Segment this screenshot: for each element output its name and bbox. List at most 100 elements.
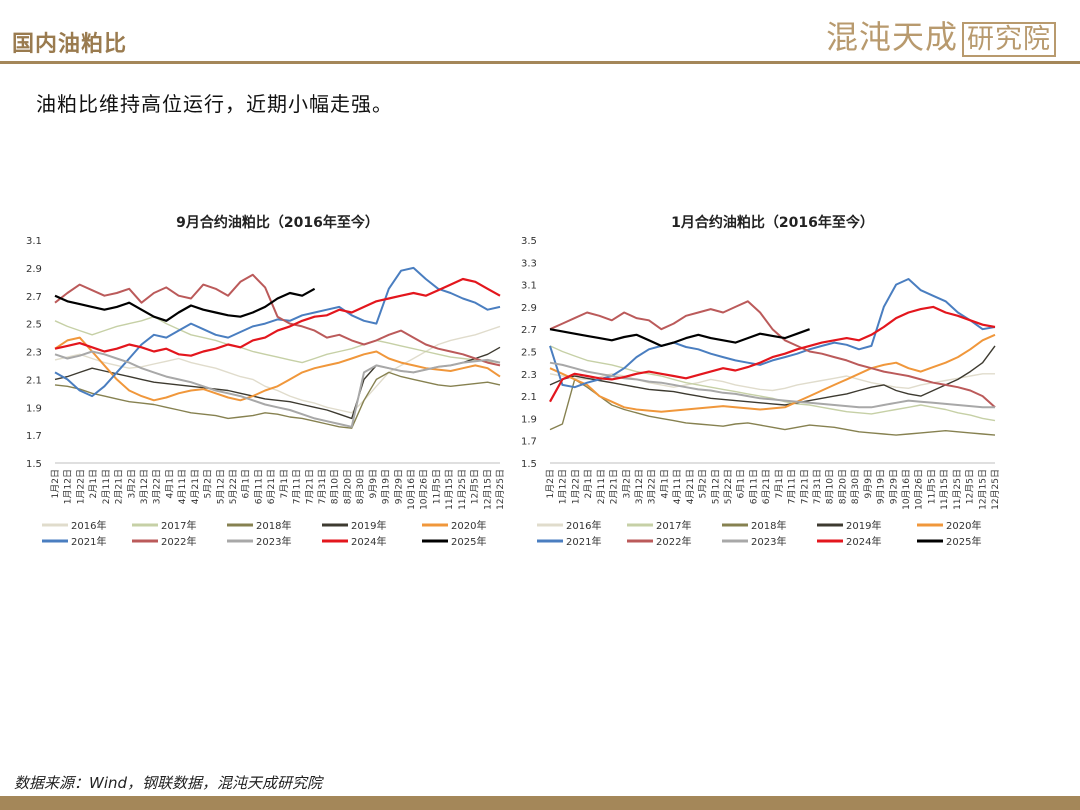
header-divider <box>0 61 1080 64</box>
y-tick-label: 2.7 <box>26 292 42 303</box>
y-tick-label: 2.7 <box>521 325 537 336</box>
legend-label: 2016年 <box>71 519 106 532</box>
y-tick-label: 3.1 <box>521 281 537 292</box>
x-tick-label: 7月11日 <box>787 469 798 504</box>
x-tick-label: 3月22日 <box>647 469 658 504</box>
x-tick-label: 2月1日 <box>88 469 99 498</box>
x-tick-label: 7月21日 <box>304 469 315 504</box>
x-tick-label: 2月21日 <box>114 469 125 504</box>
x-tick-label: 12月5日 <box>965 469 976 504</box>
page-title: 国内油粕比 <box>12 32 128 57</box>
y-tick-label: 2.3 <box>26 348 42 359</box>
x-tick-label: 7月1日 <box>279 469 290 498</box>
data-source-note: 数据来源：Wind，钢联数据，混沌天成研究院 <box>14 774 323 792</box>
x-tick-label: 9月29日 <box>393 469 404 504</box>
x-tick-label: 11月15日 <box>939 469 950 510</box>
series-line-2021 <box>549 278 996 389</box>
y-tick-label: 3.5 <box>521 236 537 247</box>
x-tick-label: 9月9日 <box>863 469 874 498</box>
x-tick-label: 2月1日 <box>583 469 594 498</box>
x-tick-label: 1月22日 <box>570 469 581 504</box>
slide-header: 国内油粕比 混沌天成 研究院 <box>0 0 1080 66</box>
y-tick-label: 1.7 <box>26 431 42 442</box>
x-tick-label: 5月2日 <box>203 469 214 498</box>
x-tick-label: 10月26日 <box>914 469 925 510</box>
y-tick-label: 2.9 <box>26 264 42 275</box>
x-tick-label: 4月11日 <box>672 469 683 504</box>
x-tick-label: 12月15日 <box>482 469 493 510</box>
chart-sept-contract: 9月合约油粕比（2016年至今） 1.5 1.7 1.9 2.1 2.3 2.5 2.7 2.9… <box>26 214 506 548</box>
chart-title: 9月合约油粕比（2016年至今） <box>176 214 379 231</box>
legend-label: 2020年 <box>946 519 981 532</box>
legend-label: 2017年 <box>656 519 691 532</box>
series-line-2025 <box>549 328 810 347</box>
x-tick-label: 1月2日 <box>50 469 61 498</box>
y-tick-label: 3.1 <box>26 236 42 247</box>
series-line-2025 <box>54 287 316 322</box>
legend-label: 2018年 <box>256 519 291 532</box>
y-tick-label: 3.3 <box>521 258 537 269</box>
x-tick-label: 3月12日 <box>139 469 150 504</box>
x-tick-label: 4月1日 <box>164 469 175 498</box>
x-tick-label: 7月31日 <box>317 469 328 504</box>
x-tick-label: 1月2日 <box>545 469 556 498</box>
chart-jan-contract: 1月合约油粕比（2016年至今） 1.5 1.7 1.9 2.1 2.3 2.5 2.7 2.9… <box>521 214 1001 548</box>
slide-subtitle: 油粕比维持高位运行，近期小幅走强。 <box>36 92 393 116</box>
legend-label: 2022年 <box>656 535 691 548</box>
series-line-2023 <box>549 361 995 409</box>
y-tick-label: 2.9 <box>521 303 537 314</box>
legend-label: 2025年 <box>946 535 981 548</box>
series-line-2018 <box>54 371 501 429</box>
legend-label: 2019年 <box>351 519 386 532</box>
x-tick-label: 3月2日 <box>126 469 137 498</box>
y-tick-label: 2.1 <box>521 392 537 403</box>
logo-main-text: 混沌天成 <box>825 18 958 56</box>
x-tick-label: 9月19日 <box>381 469 392 504</box>
x-tick-label: 6月1日 <box>241 469 252 498</box>
x-tick-label: 7月11日 <box>292 469 303 504</box>
legend-label: 2020年 <box>451 519 486 532</box>
series-line-2019 <box>549 345 996 406</box>
x-tick-label: 5月22日 <box>723 469 734 504</box>
y-tick-label: 1.9 <box>521 414 537 425</box>
y-tick-label: 2.3 <box>521 370 537 381</box>
y-tick-label: 1.5 <box>26 459 42 470</box>
x-tick-label: 1月12日 <box>558 469 569 504</box>
x-tick-label: 2月11日 <box>596 469 607 504</box>
series-line-2024 <box>54 277 501 357</box>
series-line-2024 <box>549 305 996 403</box>
x-tick-label: 5月12日 <box>215 469 226 504</box>
x-tick-label: 2月11日 <box>101 469 112 504</box>
x-tick-label: 6月1日 <box>736 469 747 498</box>
x-tick-label: 3月2日 <box>621 469 632 498</box>
y-tick-label: 1.9 <box>26 403 42 414</box>
x-tick-label: 6月11日 <box>748 469 759 504</box>
x-tick-label: 9月29日 <box>888 469 899 504</box>
chart-title: 1月合约油粕比（2016年至今） <box>671 214 874 231</box>
x-tick-label: 4月21日 <box>190 469 201 504</box>
x-tick-label: 9月9日 <box>368 469 379 498</box>
legend-label: 2022年 <box>161 535 196 548</box>
x-tick-label: 10月16日 <box>406 469 417 510</box>
series-line-2022 <box>54 273 501 367</box>
y-tick-label: 2.5 <box>521 348 537 359</box>
footer-bar <box>0 796 1080 810</box>
x-tick-label: 2月21日 <box>609 469 620 504</box>
x-tick-label: 4月21日 <box>685 469 696 504</box>
series-line-2020 <box>549 333 996 413</box>
x-tick-label: 8月20日 <box>342 469 353 504</box>
x-tick-label: 3月12日 <box>634 469 645 504</box>
x-tick-label: 11月5日 <box>431 469 442 504</box>
x-tick-label: 6月21日 <box>761 469 772 504</box>
y-tick-label: 1.5 <box>521 459 537 470</box>
x-tick-label: 6月21日 <box>266 469 277 504</box>
x-tick-label: 5月22日 <box>228 469 239 504</box>
x-tick-label: 8月10日 <box>330 469 341 504</box>
x-tick-label: 7月1日 <box>774 469 785 498</box>
legend-label: 2024年 <box>351 535 386 548</box>
x-tick-label: 8月30日 <box>355 469 366 504</box>
x-tick-label: 10月16日 <box>901 469 912 510</box>
series-line-2017 <box>54 316 501 364</box>
legend-label: 2025年 <box>451 535 486 548</box>
x-tick-label: 4月11日 <box>177 469 188 504</box>
